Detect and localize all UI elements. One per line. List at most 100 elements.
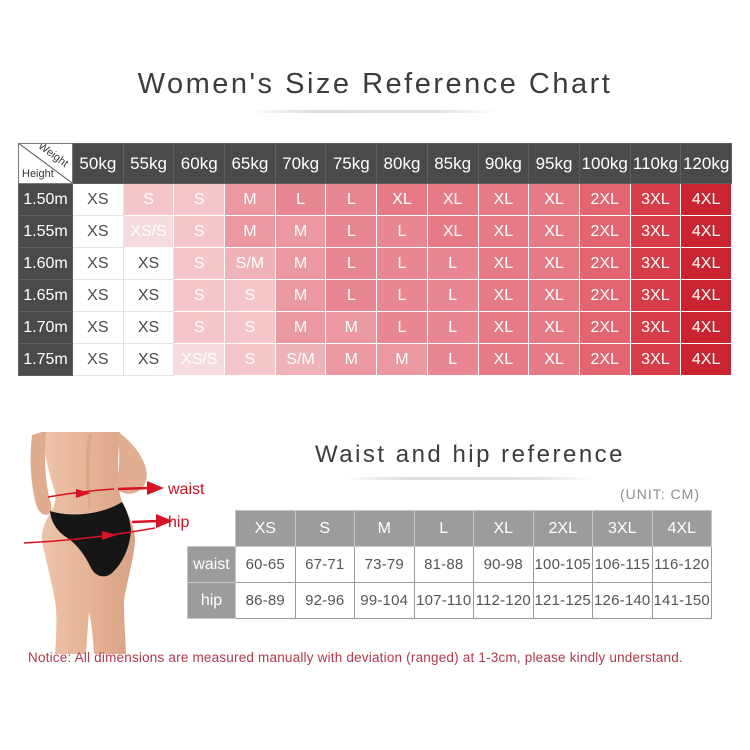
hip-label: hip bbox=[168, 514, 189, 531]
panty bbox=[50, 502, 131, 577]
unit-label: (UNIT: CM) bbox=[620, 486, 700, 502]
size-cell: S bbox=[224, 343, 276, 376]
size-cell: 2XL bbox=[578, 311, 631, 344]
weight-header: 70kg bbox=[274, 143, 327, 184]
measure-value-cell: 106-115 bbox=[592, 546, 653, 583]
measure-value-cell: 121-125 bbox=[532, 582, 593, 619]
measure-value-cell: 116-120 bbox=[651, 546, 712, 583]
measure-value-cell: 112-120 bbox=[473, 582, 534, 619]
hip-arrow bbox=[131, 519, 159, 524]
size-cell: XL bbox=[477, 311, 530, 344]
measure-value-cell: 92-96 bbox=[294, 582, 355, 619]
corner-cell: Weight Height bbox=[18, 143, 73, 184]
measure-row-label: waist bbox=[187, 546, 236, 583]
corner-cell-inner: Weight Height bbox=[19, 144, 72, 183]
hip-measure-arrowhead bbox=[102, 531, 117, 540]
size-cell: XS bbox=[72, 215, 124, 248]
height-label: 1.60m bbox=[18, 247, 73, 280]
size-cell: XS bbox=[122, 343, 175, 376]
measure-column-header: 3XL bbox=[592, 510, 653, 547]
size-cell: XS/S bbox=[122, 215, 175, 248]
size-cell: 2XL bbox=[578, 279, 631, 312]
weight-header: 65kg bbox=[224, 143, 276, 184]
height-label: 1.65m bbox=[18, 279, 73, 312]
measure-column-header: S bbox=[294, 510, 355, 547]
size-cell: XS bbox=[72, 311, 124, 344]
size-cell: 3XL bbox=[629, 247, 682, 280]
hip-arrowhead bbox=[156, 514, 173, 528]
measure-value-cell: 60-65 bbox=[235, 546, 296, 583]
size-cell: 4XL bbox=[680, 279, 732, 312]
size-table-row: 1.60m XS XS S S/M M L L L XL XL 2XL 3XL 4XL bbox=[18, 247, 732, 280]
size-cell: 4XL bbox=[680, 247, 732, 280]
spine-shading bbox=[85, 434, 92, 508]
waist-measure-arrowhead bbox=[76, 489, 91, 498]
measure-value-cell: 81-88 bbox=[413, 546, 474, 583]
measure-value-cell: 90-98 bbox=[473, 546, 534, 583]
size-cell: 4XL bbox=[680, 343, 732, 376]
measure-column-header: XL bbox=[473, 510, 534, 547]
measure-column-header: M bbox=[354, 510, 415, 547]
weight-header: 60kg bbox=[173, 143, 226, 184]
size-cell: 3XL bbox=[629, 311, 682, 344]
size-cell: M bbox=[376, 343, 428, 376]
page-title: Women's Size Reference Chart bbox=[137, 68, 613, 100]
measure-table-row: hip 86-89 92-96 99-104 107-110 112-120 121-125… bbox=[187, 582, 712, 619]
size-cell: XL bbox=[528, 279, 580, 312]
size-cell: L bbox=[325, 215, 378, 248]
measure-value-cell: 107-110 bbox=[413, 582, 474, 619]
waist-arrowhead bbox=[147, 481, 164, 495]
size-cell: XL bbox=[528, 183, 580, 216]
weight-header: 90kg bbox=[477, 143, 530, 184]
corner-weight-label: Weight bbox=[35, 143, 71, 170]
measure-corner-empty bbox=[188, 511, 236, 547]
size-cell: XS bbox=[122, 247, 175, 280]
size-cell: S/M bbox=[274, 343, 327, 376]
measure-column-header: 2XL bbox=[532, 510, 593, 547]
measure-value-cell: 99-104 bbox=[354, 582, 415, 619]
measure-column-header: L bbox=[413, 510, 474, 547]
size-cell: L bbox=[376, 311, 428, 344]
size-cell: L bbox=[325, 247, 378, 280]
size-cell: XL bbox=[477, 343, 530, 376]
size-cell: M bbox=[274, 215, 327, 248]
size-cell: S bbox=[122, 183, 175, 216]
weight-header: 75kg bbox=[325, 143, 378, 184]
size-cell: XS/S bbox=[173, 343, 226, 376]
measurement-table: XS S M L XL 2XL 3XL 4XL waist 60-65 67-71 73-79 81-8… bbox=[187, 510, 712, 619]
measure-value-cell: 141-150 bbox=[651, 582, 712, 619]
section-title: Waist and hip reference bbox=[314, 441, 626, 468]
measure-value-cell: 86-89 bbox=[235, 582, 296, 619]
weight-header: 50kg bbox=[72, 143, 124, 184]
size-cell: XL bbox=[477, 215, 530, 248]
size-cell: XL bbox=[426, 215, 479, 248]
size-cell: L bbox=[426, 311, 479, 344]
size-cell: L bbox=[325, 183, 378, 216]
size-cell: 2XL bbox=[578, 183, 631, 216]
size-table-row: 1.65m XS XS S S M L L L XL XL 2XL 3XL 4XL bbox=[18, 279, 732, 312]
weight-header: 110kg bbox=[629, 143, 682, 184]
size-cell: XL bbox=[528, 343, 580, 376]
waist-arrow bbox=[117, 486, 150, 491]
size-cell: XL bbox=[426, 183, 479, 216]
size-cell: 3XL bbox=[629, 343, 682, 376]
body-figure: waist hip bbox=[18, 432, 223, 654]
corner-height-label: Height bbox=[22, 168, 54, 180]
weight-header: 100kg bbox=[578, 143, 631, 184]
measure-value-cell: 73-79 bbox=[354, 546, 415, 583]
size-cell: 2XL bbox=[578, 215, 631, 248]
size-reference-table: Weight Height 50kg 55kg 60kg 65kg 70kg 75kg 80kg… bbox=[18, 143, 732, 376]
size-cell: M bbox=[224, 215, 276, 248]
body-figure-illustration: waist hip bbox=[23, 432, 205, 654]
size-cell: L bbox=[325, 279, 378, 312]
size-cell: S bbox=[224, 279, 276, 312]
size-cell: XS bbox=[72, 279, 124, 312]
size-cell: L bbox=[376, 279, 428, 312]
size-cell: XL bbox=[477, 247, 530, 280]
size-cell: S bbox=[224, 311, 276, 344]
size-cell: 3XL bbox=[629, 279, 682, 312]
size-cell: S bbox=[173, 183, 226, 216]
weight-header: 120kg bbox=[680, 143, 732, 184]
size-cell: XS bbox=[122, 279, 175, 312]
